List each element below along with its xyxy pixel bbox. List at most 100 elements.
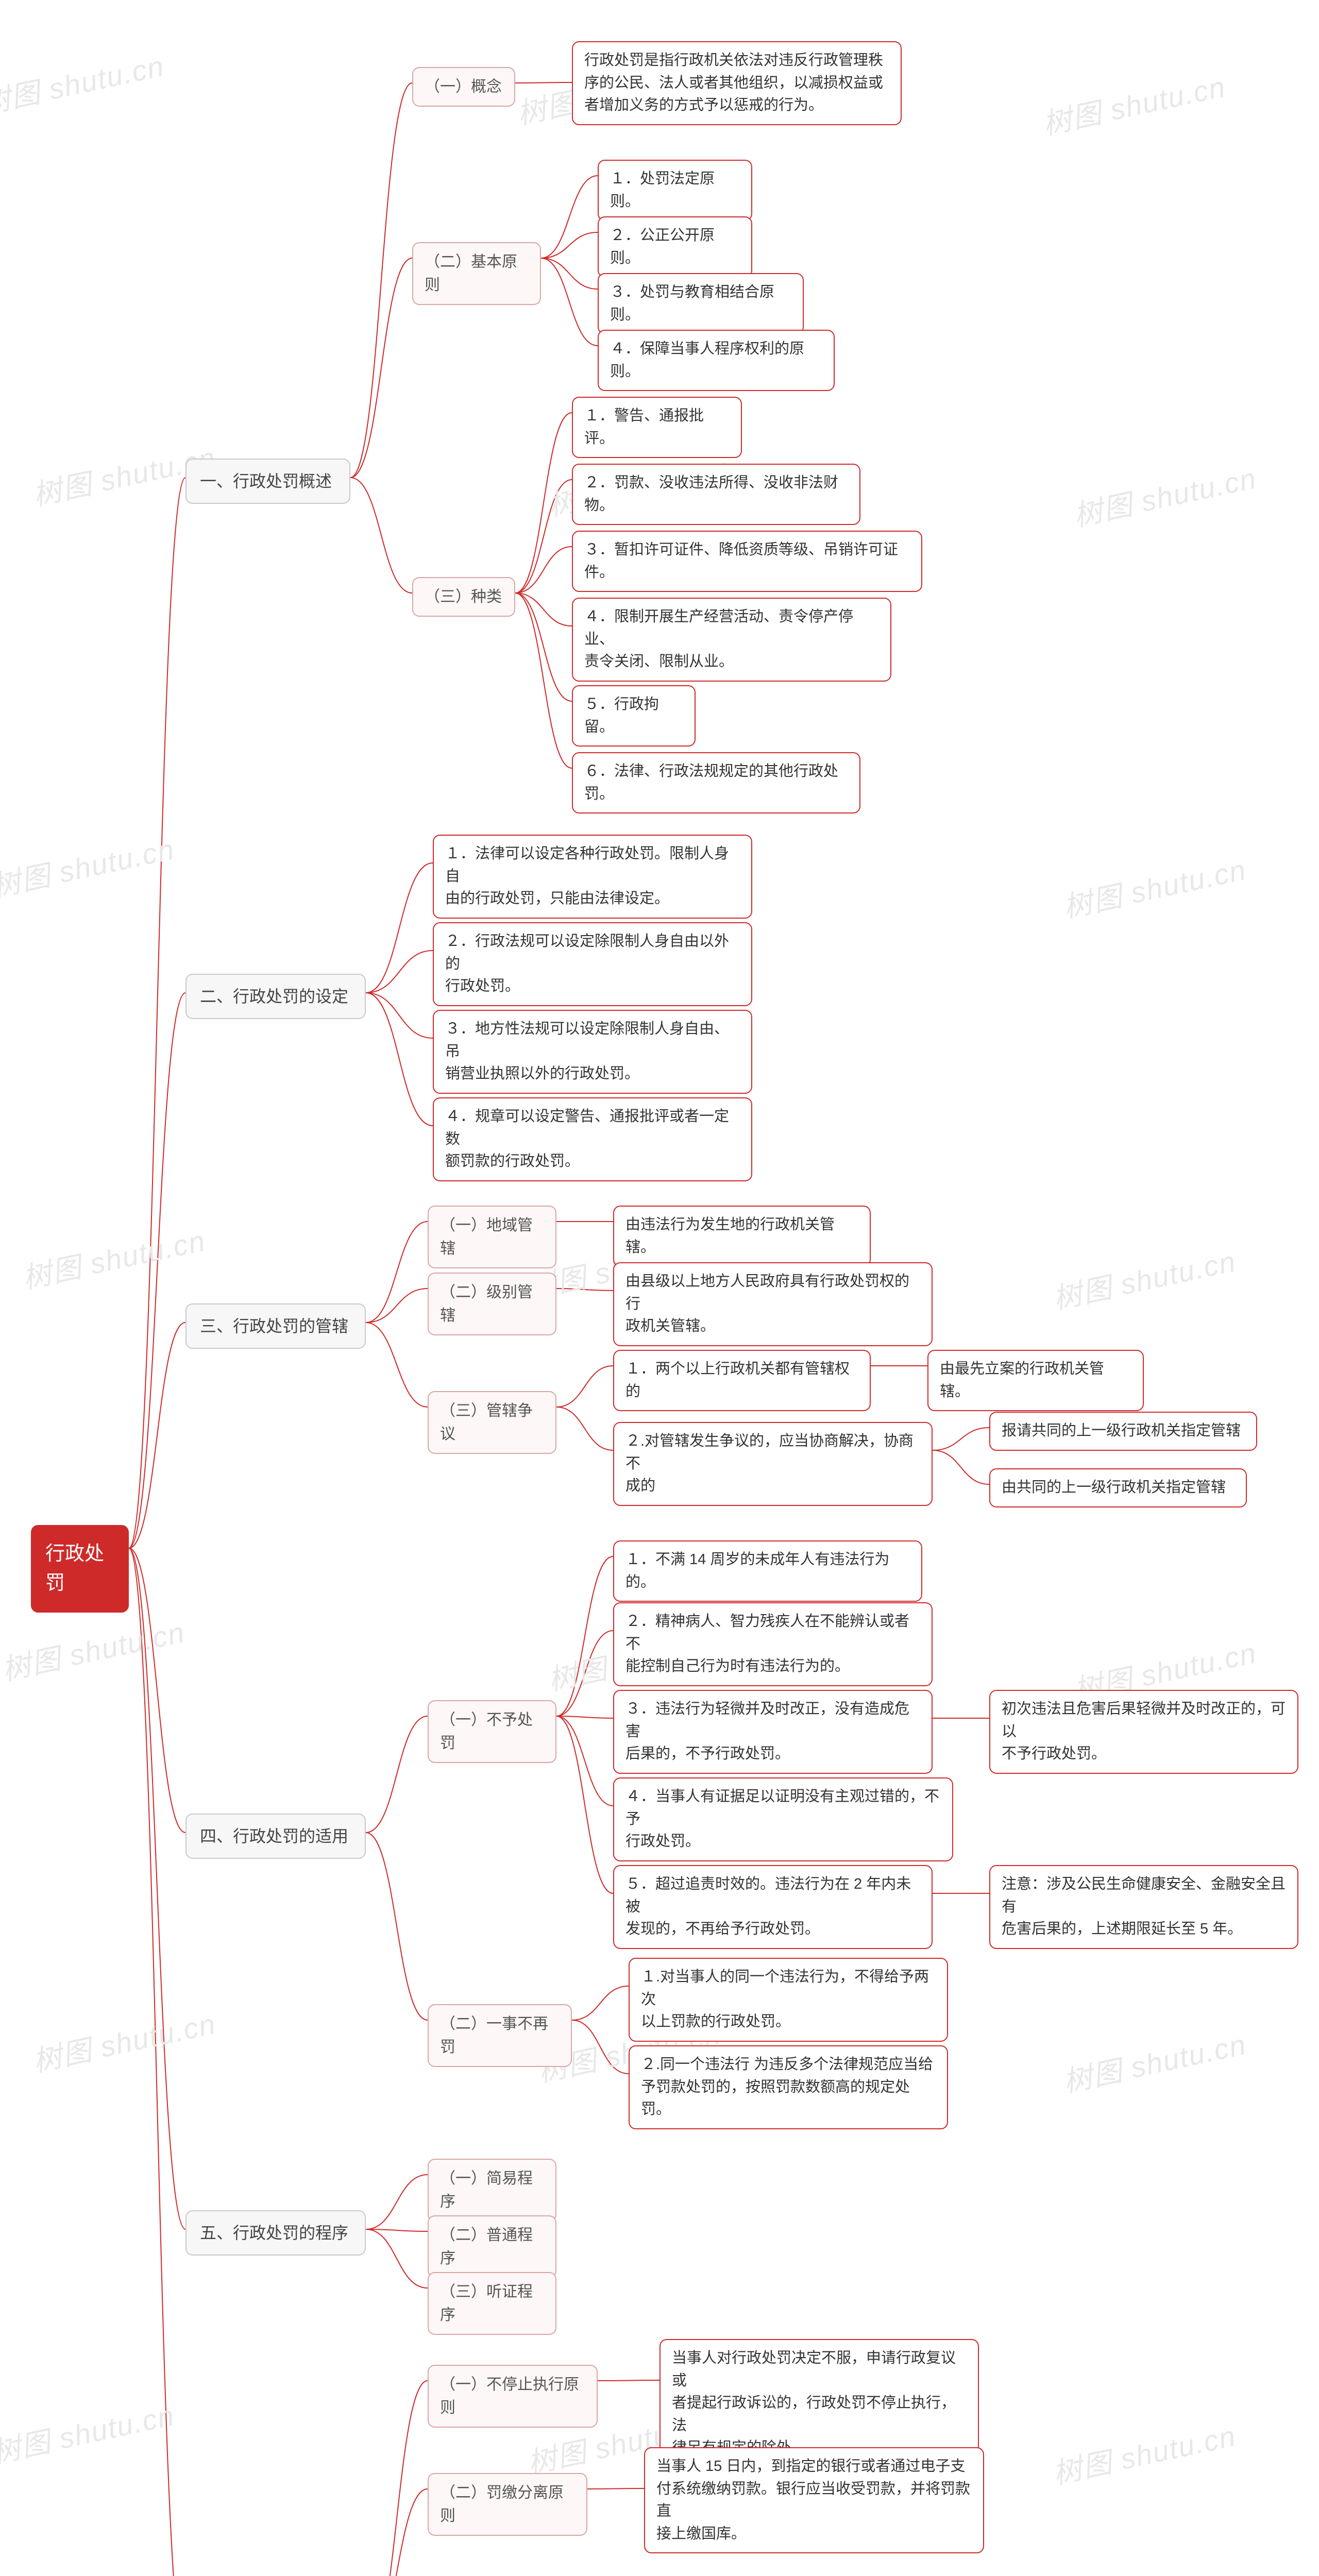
- connector-s1c-s1c3: [515, 547, 572, 593]
- connector-root-s3: [129, 1323, 185, 1548]
- watermark: 树图 shutu.cn: [1059, 2021, 1250, 2100]
- mindmap-canvas: 树图 shutu.cn 树图 shutu.cn 树图 shutu.cn 树图 shut…: [0, 0, 1319, 2576]
- node-s1: 一、行政处罚概述: [185, 459, 350, 504]
- node-s5b: （二）普通程序: [428, 2215, 556, 2278]
- connector-s4b-s4b1: [572, 1986, 629, 2020]
- node-s1c1: １．警告、通报批评。: [572, 397, 742, 458]
- connector-s1c-s1c5: [515, 593, 572, 701]
- connector-s3c2-s3c2a: [933, 1428, 989, 1450]
- node-s1a: （一）概念: [412, 67, 515, 107]
- node-s4a5: ５．超过追责时效的。违法行为在 2 年内未被 发现的，不再给予行政处罚。: [613, 1865, 933, 1949]
- node-s6b: （二）罚缴分离原则: [428, 2473, 587, 2536]
- connector-s4a-s4a5: [556, 1716, 613, 1893]
- node-s1b4: ４．保障当事人程序权利的原则。: [598, 330, 835, 391]
- connector-root-s5: [129, 1548, 185, 2229]
- node-s1c3: ３．暂扣许可证件、降低资质等级、吊销许可证件。: [572, 531, 922, 592]
- watermark: 树图 shutu.cn: [1049, 1238, 1240, 1317]
- connector-s1c-s1c4: [515, 593, 572, 626]
- connector-s4-s4a: [366, 1716, 428, 1833]
- node-s1c4: ４．限制开展生产经营活动、责令停产停业、 责令关闭、限制从业。: [572, 598, 891, 682]
- node-s3a: （一）地域管辖: [428, 1206, 556, 1268]
- node-s4b2: ２.同一个违法行 为违反多个法律规范应当给 予罚款处罚的，按照罚款数额高的规定处…: [629, 2045, 948, 2129]
- node-s1b3: ３．处罚与教育相结合原则。: [598, 273, 804, 334]
- connector-root-s1: [129, 478, 185, 1548]
- connector-s3c-s3c2: [556, 1407, 613, 1450]
- watermark: 树图 shutu.cn: [1049, 2413, 1240, 2492]
- node-s1a1: 行政处罚是指行政机关依法对违反行政管理秩 序的公民、法人或者其他组织，以减损权益…: [572, 41, 902, 125]
- node-s2: 二、行政处罚的设定: [185, 974, 366, 1019]
- node-s3c2: ２.对管辖发生争议的，应当协商解决，协商不 成的: [613, 1422, 933, 1506]
- connector-s1-s1a: [350, 83, 412, 478]
- connector-s3-s3a: [366, 1222, 428, 1323]
- connector-s4a-s4a4: [556, 1716, 613, 1806]
- node-s3c1: １．两个以上行政机关都有管辖权的: [613, 1350, 871, 1411]
- watermark: 树图 shutu.cn: [0, 826, 178, 905]
- node-s1b: （二）基本原则: [412, 242, 541, 305]
- node-s1b2: ２．公正公开原则。: [598, 216, 752, 278]
- node-s5: 五、行政处罚的程序: [185, 2210, 366, 2256]
- node-s2a: １．法律可以设定各种行政处罚。限制人身自 由的行政处罚，只能由法律设定。: [433, 835, 752, 919]
- connector-s6-s6b: [366, 2489, 428, 2576]
- connector-s3c-s3c1: [556, 1366, 613, 1407]
- connector-s2-s2a: [366, 863, 433, 993]
- watermark: 树图 shutu.cn: [1070, 455, 1260, 534]
- connector-s6-s6a: [366, 2381, 428, 2576]
- node-s1c: （三）种类: [412, 577, 515, 617]
- watermark: 树图 shutu.cn: [1059, 846, 1250, 926]
- node-s5a: （一）简易程序: [428, 2159, 556, 2222]
- node-s4a2: ２．精神病人、智力残疾人在不能辨认或者不 能控制自己行为时有违法行为的。: [613, 1602, 933, 1686]
- node-s5c: （三）听证程序: [428, 2272, 556, 2335]
- node-s3: 三、行政处罚的管辖: [185, 1303, 366, 1349]
- connector-s1a-s1a1: [515, 82, 572, 83]
- connector-root-s6: [129, 1548, 185, 2576]
- connector-s2-s2c: [366, 993, 433, 1038]
- node-s2b: ２．行政法规可以设定除限制人身自由以外的 行政处罚。: [433, 922, 752, 1006]
- node-s4: 四、行政处罚的适用: [185, 1814, 366, 1859]
- watermark: 树图 shutu.cn: [0, 43, 168, 122]
- node-s4a1: １．不满 14 周岁的未成年人有违法行为的。: [613, 1540, 922, 1602]
- node-s3c2a: 报请共同的上一级行政机关指定管辖: [989, 1412, 1257, 1451]
- connector-s6b-s6b1: [587, 2488, 644, 2489]
- node-s6a: （一）不停止执行原则: [428, 2365, 598, 2428]
- node-s3a1: 由违法行为发生地的行政机关管辖。: [613, 1206, 871, 1267]
- node-s2d: ４．规章可以设定警告、通报批评或者一定数 额罚款的行政处罚。: [433, 1097, 752, 1181]
- connector-s1b-s1b2: [541, 232, 598, 258]
- node-root: 行政处罚: [31, 1525, 129, 1613]
- node-s4a3x: 初次违法且危害后果轻微并及时改正的，可以 不予行政处罚。: [989, 1690, 1298, 1774]
- node-s1c5: ５．行政拘留。: [572, 685, 696, 747]
- connector-s1c-s1c2: [515, 480, 572, 593]
- node-s3b1: 由县级以上地方人民政府具有行政处罚权的行 政机关管辖。: [613, 1262, 933, 1346]
- node-s3c: （三）管辖争议: [428, 1391, 556, 1454]
- connector-s3b-s3b1: [556, 1289, 613, 1291]
- connector-s2-s2d: [366, 993, 433, 1126]
- connector-s3-s3c: [366, 1323, 428, 1407]
- connector-root-s2: [129, 993, 185, 1548]
- connector-s1b-s1b4: [541, 258, 598, 346]
- node-s4b: （二）一事不再罚: [428, 2004, 572, 2067]
- connector-root-s4: [129, 1548, 185, 1833]
- connector-s5-s5c: [366, 2229, 428, 2288]
- watermark: 树图 shutu.cn: [0, 1609, 189, 1688]
- node-s4a: （一）不予处罚: [428, 1700, 556, 1763]
- connector-s4-s4b: [366, 1833, 428, 2020]
- connector-s6a-s6a1: [598, 2380, 660, 2381]
- connector-s1-s1b: [350, 258, 412, 478]
- connector-s4a-s4a3: [556, 1716, 613, 1718]
- connector-s4b-s4b2: [572, 2020, 629, 2074]
- connector-s1-s1c: [350, 478, 412, 593]
- node-s3b: （二）级别管辖: [428, 1273, 556, 1335]
- node-s4a3: ３．违法行为轻微并及时改正，没有造成危害 后果的，不予行政处罚。: [613, 1690, 933, 1774]
- node-s1c2: ２．罚款、没收违法所得、没收非法财物。: [572, 464, 860, 525]
- node-s4a4: ４．当事人有证据足以证明没有主观过错的，不予 行政处罚。: [613, 1777, 953, 1861]
- connector-s1b-s1b3: [541, 258, 598, 289]
- node-s2c: ３．地方性法规可以设定除限制人身自由、吊 销营业执照以外的行政处罚。: [433, 1010, 752, 1094]
- connector-s2-s2b: [366, 951, 433, 993]
- connector-s3-s3b: [366, 1289, 428, 1323]
- node-s3c1a: 由最先立案的行政机关管辖。: [927, 1350, 1144, 1411]
- connector-s5-s5a: [366, 2175, 428, 2229]
- node-s1b1: １．处罚法定原则。: [598, 160, 752, 221]
- node-s6b1: 当事人 15 日内，到指定的银行或者通过电子支 付系统缴纳罚款。银行应当收受罚款…: [644, 2447, 984, 2553]
- connector-s1b-s1b1: [541, 176, 598, 258]
- connector-s1c-s1c1: [515, 413, 572, 593]
- connector-s3c2-s3c2b: [933, 1450, 989, 1484]
